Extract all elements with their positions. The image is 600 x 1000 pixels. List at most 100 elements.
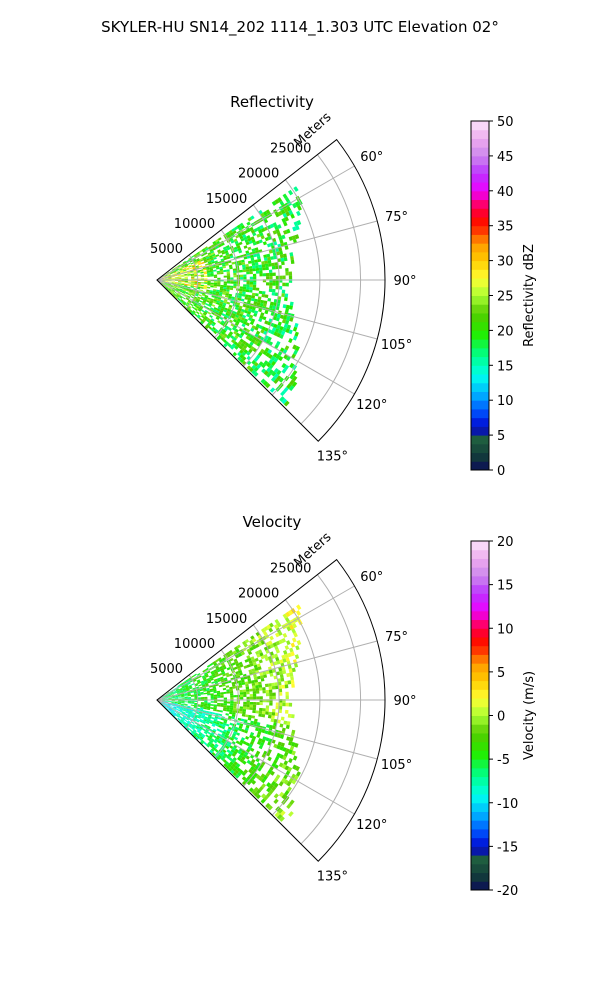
radar-cell <box>262 631 268 636</box>
radar-cell <box>173 293 177 296</box>
colorbar-bin <box>471 575 489 586</box>
radar-cell <box>259 696 263 700</box>
radar-cell <box>239 354 245 359</box>
radar-cell <box>263 254 268 259</box>
radar-cell <box>285 271 289 276</box>
radar-cell <box>200 305 204 309</box>
radar-cell <box>274 328 280 333</box>
radar-cell <box>227 753 232 758</box>
radar-cell <box>216 300 221 304</box>
radar-cell <box>250 635 255 640</box>
radar-cell <box>201 293 206 297</box>
radar-cell <box>226 281 231 284</box>
radar-cell <box>234 248 239 253</box>
radar-cell <box>164 281 169 283</box>
radar-cell <box>186 681 191 685</box>
radar-cell <box>227 308 231 312</box>
radar-cell <box>215 310 220 314</box>
radar-cell <box>251 238 256 243</box>
radar-cell <box>177 702 182 704</box>
radar-cell <box>262 316 267 321</box>
radar-cell <box>165 700 169 702</box>
radar-cell <box>198 733 202 737</box>
radar-cell <box>256 252 261 257</box>
radar-cell <box>231 752 236 758</box>
radar-cell <box>172 708 176 711</box>
radar-cell <box>244 294 249 298</box>
radar-cell <box>167 289 171 293</box>
radar-cell <box>256 255 261 260</box>
radar-cell <box>172 270 177 273</box>
radar-cell <box>161 280 166 282</box>
radar-cell <box>234 316 239 321</box>
radar-cell <box>199 269 204 272</box>
radar-cell <box>215 723 219 727</box>
radar-cell <box>211 252 215 256</box>
radar-cell <box>242 264 246 268</box>
radar-cell <box>208 741 213 745</box>
range-ring <box>185 254 199 310</box>
radar-cell <box>160 702 164 705</box>
radar-cell <box>185 686 189 689</box>
radar-cell <box>182 288 187 291</box>
radar-cell <box>184 684 188 687</box>
radar-cell <box>210 285 214 288</box>
radar-cell <box>222 708 227 712</box>
radar-cell <box>223 257 228 261</box>
radar-cell <box>220 308 225 312</box>
radar-cell <box>213 696 218 699</box>
radar-cell <box>163 285 166 288</box>
radar-cell <box>172 707 177 710</box>
radar-cell <box>164 702 168 705</box>
radar-cell <box>165 281 169 282</box>
radar-cell <box>181 281 185 283</box>
radar-cell <box>174 695 178 697</box>
radar-cell <box>233 761 238 766</box>
radar-cell <box>226 254 230 258</box>
radar-cell <box>279 254 284 259</box>
radar-cell <box>174 712 178 715</box>
radar-cell <box>202 669 206 673</box>
radar-cell <box>187 682 191 686</box>
radar-cell <box>169 286 173 289</box>
radar-cell <box>289 317 294 322</box>
radar-cell <box>233 226 239 231</box>
radar-cell <box>276 313 281 319</box>
radar-cell <box>221 733 226 737</box>
radar-cell <box>201 684 206 687</box>
radar-cell <box>184 724 188 728</box>
radar-cell <box>258 308 263 313</box>
radar-cell <box>283 649 288 655</box>
radar-cell <box>233 744 238 749</box>
radar-cell <box>291 729 296 735</box>
radar-cell <box>242 266 246 270</box>
radar-cell <box>279 816 285 822</box>
radar-cell <box>199 720 203 723</box>
radar-cell <box>217 694 221 697</box>
radar-cell <box>245 686 250 690</box>
radar-cell <box>220 284 224 287</box>
radar-cell <box>202 268 207 271</box>
radar-cell <box>183 708 187 710</box>
radar-cell <box>261 363 267 369</box>
colorbar-bin <box>471 767 489 778</box>
radar-cell <box>248 773 254 778</box>
radar-cell <box>183 721 187 724</box>
radar-cell <box>238 293 243 297</box>
radar-cell <box>174 266 178 270</box>
radar-cell <box>223 283 227 286</box>
radar-cell <box>279 334 284 339</box>
radar-cell <box>295 610 302 616</box>
radar-cell <box>282 275 286 280</box>
radar-cell <box>245 724 250 729</box>
radar-cell <box>289 799 295 806</box>
radar-cell <box>249 281 254 285</box>
radar-cell <box>255 330 261 335</box>
radar-cell <box>207 259 211 262</box>
radar-cell <box>197 303 201 307</box>
radar-cell <box>247 746 252 751</box>
radar-cell <box>176 713 180 717</box>
radar-cell <box>219 741 224 746</box>
radar-cell <box>188 305 192 309</box>
radar-cell <box>196 718 200 722</box>
